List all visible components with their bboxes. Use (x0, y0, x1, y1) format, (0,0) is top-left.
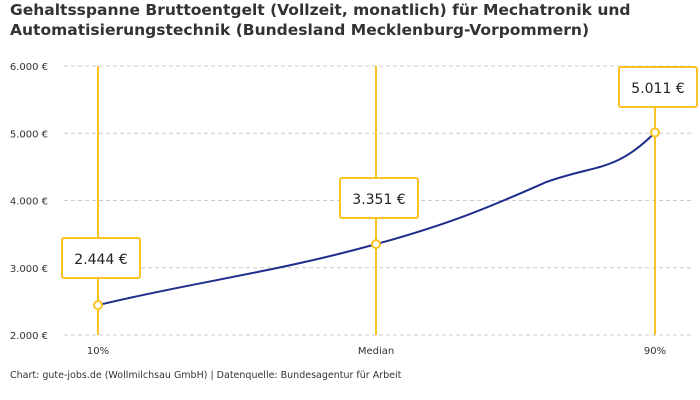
y-tick-label: 2.000 € (10, 331, 48, 342)
y-tick-label: 5.000 € (10, 129, 48, 140)
x-tick-label: 10% (87, 346, 109, 357)
y-tick-label: 4.000 € (10, 197, 48, 208)
data-label-box (618, 66, 698, 108)
x-tick-label: 90% (644, 346, 666, 357)
data-point (93, 300, 103, 311)
data-label-box (339, 177, 419, 219)
y-tick-label: 6.000 € (10, 62, 48, 73)
data-label: 2.444 € (74, 252, 127, 268)
data-point (371, 239, 381, 250)
y-tick-label: 3.000 € (10, 264, 48, 275)
x-tick-label: Median (358, 346, 394, 357)
data-point (650, 127, 660, 138)
data-label: 5.011 € (631, 81, 684, 97)
chart-footer: Chart: gute-jobs.de (Wollmilchsau GmbH) … (10, 370, 402, 381)
data-label: 3.351 € (352, 192, 405, 208)
chart-title: Gehaltsspanne Bruttoentgelt (Vollzeit, m… (10, 1, 631, 39)
series-line (97, 131, 656, 307)
data-label-box (61, 237, 141, 279)
